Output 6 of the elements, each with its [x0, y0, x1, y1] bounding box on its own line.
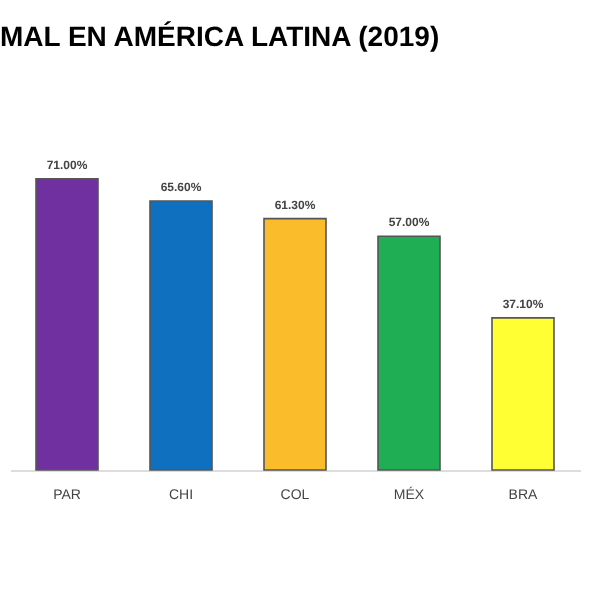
bar: [149, 200, 213, 471]
chart-title: MAL EN AMÉRICA LATINA (2019): [0, 20, 440, 52]
bar: [35, 178, 99, 471]
bar: [377, 235, 441, 471]
bar: [263, 217, 327, 471]
bar: [491, 317, 555, 471]
